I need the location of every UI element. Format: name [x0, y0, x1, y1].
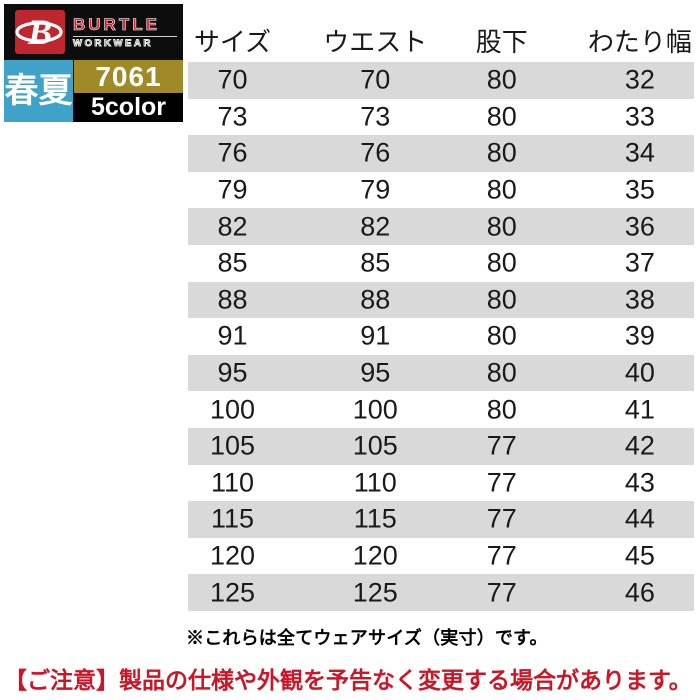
cell: 85 [360, 247, 391, 278]
table-row: 85 85 80 37 [188, 245, 694, 282]
table-row: 76 76 80 34 [188, 135, 694, 172]
cell: 80 [486, 101, 517, 132]
badge-info-row: 春夏 7061 5color [4, 60, 183, 122]
cell: 115 [353, 503, 397, 534]
table-row: 91 91 80 39 [188, 318, 694, 355]
cell: 45 [624, 540, 655, 571]
cell: 95 [217, 357, 248, 388]
table-row: 120 120 77 45 [188, 538, 694, 575]
table-row: 115 115 77 44 [188, 501, 694, 538]
cell: 105 [209, 430, 256, 461]
cell: 120 [352, 540, 398, 571]
model-number-badge: 7061 [74, 60, 183, 93]
cell: 125 [352, 577, 398, 608]
table-row: 73 73 80 33 [188, 99, 694, 136]
cell: 42 [624, 430, 655, 461]
table-row: 125 125 77 46 [188, 574, 694, 611]
cell: 38 [624, 284, 655, 315]
cell: 120 [209, 540, 256, 571]
cell: 40 [624, 357, 655, 388]
header-cell: ウエスト [323, 27, 428, 57]
cell: 73 [360, 101, 391, 132]
cell: 80 [486, 211, 517, 242]
cell: 41 [624, 394, 655, 425]
table-row: 100 100 80 41 [188, 391, 694, 428]
cell: 95 [360, 357, 391, 388]
cell: 70 [360, 64, 391, 95]
cell: 85 [217, 247, 248, 278]
cell: 77 [486, 467, 517, 498]
table-row: 82 82 80 36 [188, 208, 694, 245]
cell: 34 [624, 137, 655, 168]
header-cell: わたり幅 [587, 27, 692, 57]
cell: 100 [352, 394, 398, 425]
cell: 80 [486, 284, 517, 315]
cell: 82 [217, 211, 248, 242]
cell: 70 [217, 64, 248, 95]
burtle-b-logo-icon: B [15, 10, 65, 54]
cell: 73 [217, 101, 248, 132]
cell: 110 [353, 467, 397, 498]
cell: 115 [210, 503, 255, 534]
cell: 125 [209, 577, 256, 608]
badge-right-stack: 7061 5color [73, 60, 183, 122]
size-note: ※これらは全てウェアサイズ（実寸）です。 [186, 628, 548, 648]
table-row: 105 105 77 42 [188, 427, 694, 465]
cell: 88 [217, 284, 248, 315]
cell: 110 [210, 467, 255, 498]
cell: 36 [624, 211, 655, 242]
cell: 80 [486, 64, 517, 95]
cell: 91 [217, 320, 248, 351]
brand-wordmark: BURTLE WORKWEAR [73, 14, 183, 48]
cell: 44 [624, 503, 655, 534]
table-row: 110 110 77 43 [188, 465, 694, 502]
season-badge: 春夏 [4, 60, 73, 122]
cell: 37 [624, 247, 655, 278]
cell: 80 [486, 357, 517, 388]
table-row: 70 70 80 32 [188, 62, 694, 99]
cell: 80 [486, 137, 517, 168]
cell: 77 [486, 503, 517, 534]
cell: 80 [486, 174, 517, 205]
cell: 46 [624, 577, 655, 608]
cell: 39 [624, 320, 655, 351]
cell: 43 [624, 467, 655, 498]
cell: 80 [486, 320, 517, 351]
cell: 77 [486, 577, 517, 608]
table-body: 70 70 80 32 73 73 80 33 76 76 80 34 79 79 80 35 82 82 80 36… [188, 62, 694, 611]
cell: 76 [217, 137, 248, 168]
cell: 32 [624, 64, 655, 95]
table-header-row: サイズ ウエスト 股下 わたり幅 [188, 22, 694, 62]
cell: 77 [486, 540, 517, 571]
cell: 76 [360, 137, 391, 168]
brand-logo-bar: B BURTLE WORKWEAR [4, 4, 183, 60]
cell: 100 [209, 394, 256, 425]
cell: 82 [360, 211, 391, 242]
color-count-badge: 5color [74, 93, 183, 122]
size-table: サイズ ウエスト 股下 わたり幅 70 70 80 32 73 73 80 33 76 76 80 34 79… [188, 22, 694, 611]
header-cell: サイズ [193, 27, 272, 57]
table-row: 95 95 80 40 [188, 354, 694, 392]
cell: 91 [360, 320, 391, 351]
caution-note: 【ご注意】製品の仕様や外観を予告なく変更する場合があります。 [4, 667, 692, 693]
cell: 80 [486, 247, 517, 278]
brand-name-text: BURTLE [73, 14, 160, 34]
cell: 79 [360, 174, 391, 205]
cell: 88 [360, 284, 391, 315]
header-cell: 股下 [475, 27, 528, 57]
cell: 33 [624, 101, 655, 132]
table-row: 79 79 80 35 [188, 172, 694, 209]
cell: 80 [486, 394, 517, 425]
brand-sub-text: WORKWEAR [73, 35, 177, 48]
cell: 105 [352, 430, 398, 461]
table-row: 88 88 80 38 [188, 281, 694, 319]
cell: 79 [217, 174, 248, 205]
cell: 77 [486, 430, 517, 461]
svg-text:B: B [27, 12, 52, 52]
cell: 35 [624, 174, 655, 205]
brand-badge: B BURTLE WORKWEAR 春夏 7061 5color [4, 4, 183, 122]
